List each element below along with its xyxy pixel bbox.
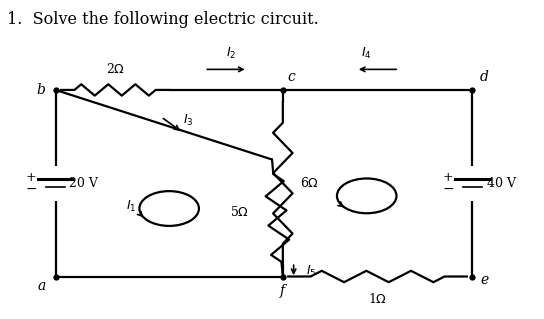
Text: f: f bbox=[280, 284, 286, 298]
Text: 5$\Omega$: 5$\Omega$ bbox=[230, 205, 249, 219]
Text: $I_2$: $I_2$ bbox=[226, 46, 237, 62]
Text: +: + bbox=[26, 171, 36, 184]
Text: −: − bbox=[26, 182, 37, 196]
Text: −: − bbox=[442, 182, 454, 196]
Text: 1$\Omega$: 1$\Omega$ bbox=[368, 292, 387, 306]
Text: c: c bbox=[287, 70, 295, 84]
Text: e: e bbox=[480, 273, 489, 287]
Text: $I_1$: $I_1$ bbox=[126, 199, 137, 214]
Text: 6$\Omega$: 6$\Omega$ bbox=[300, 176, 319, 190]
Text: $I_3$: $I_3$ bbox=[183, 112, 193, 128]
Text: $I_4$: $I_4$ bbox=[361, 46, 372, 62]
Text: d: d bbox=[480, 70, 489, 84]
Text: +: + bbox=[443, 171, 453, 184]
Text: a: a bbox=[38, 279, 46, 293]
Text: $I_5$: $I_5$ bbox=[306, 264, 316, 279]
Text: 40 V: 40 V bbox=[487, 177, 516, 190]
Text: 20 V: 20 V bbox=[69, 177, 98, 190]
Text: 1.  Solve the following electric circuit.: 1. Solve the following electric circuit. bbox=[7, 11, 319, 28]
Text: 2$\Omega$: 2$\Omega$ bbox=[106, 62, 125, 76]
Text: b: b bbox=[36, 83, 45, 97]
